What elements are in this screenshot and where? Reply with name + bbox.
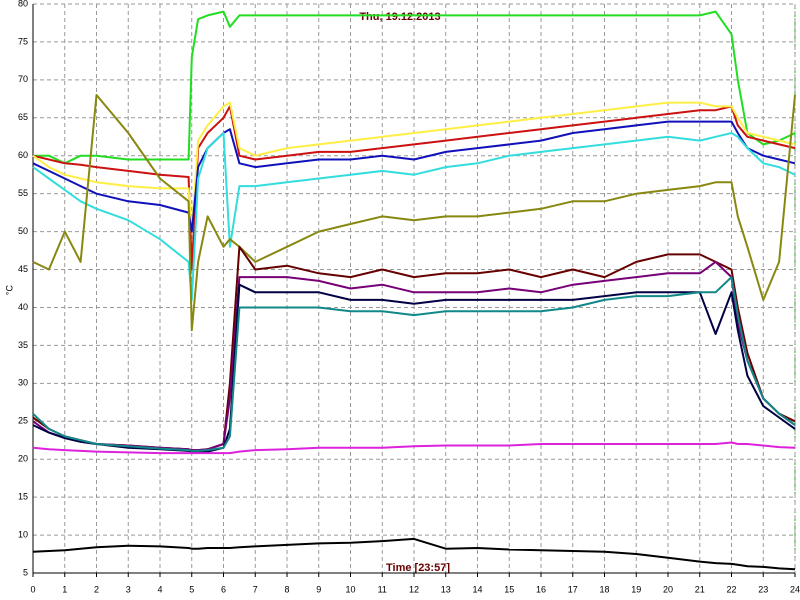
y-tick-label: 45 <box>18 264 28 274</box>
x-axis-label: Time [23:57] <box>386 562 450 574</box>
y-tick-label: 20 <box>18 454 28 464</box>
y-tick-label: 55 <box>18 188 28 198</box>
x-tick-label: 0 <box>30 584 35 594</box>
series-line <box>32 94 796 332</box>
y-tick-label: 15 <box>18 492 28 502</box>
x-tick-label: 19 <box>631 584 641 594</box>
y-tick-label: 10 <box>18 529 28 539</box>
x-tick-label: 6 <box>221 584 226 594</box>
x-tick-label: 8 <box>284 584 289 594</box>
y-tick-label: 5 <box>23 567 28 577</box>
x-tick-label: 7 <box>253 584 258 594</box>
x-tick-label: 23 <box>758 584 768 594</box>
x-tick-label: 17 <box>568 584 578 594</box>
x-tick-label: 5 <box>189 584 194 594</box>
x-tick-label: 4 <box>157 584 162 594</box>
x-tick-label: 9 <box>316 584 321 594</box>
y-tick-label: 50 <box>18 226 28 236</box>
x-tick-label: 2 <box>94 584 99 594</box>
y-tick-label: 35 <box>18 340 28 350</box>
y-tick-label: 65 <box>18 112 28 122</box>
x-tick-label: 22 <box>726 584 736 594</box>
series-line <box>32 120 796 233</box>
y-tick-label: 80 <box>18 0 28 8</box>
chart-title: Thu, 19.12.2013 <box>359 11 440 23</box>
y-tick-label: 25 <box>18 416 28 426</box>
x-tick-label: 24 <box>790 584 800 594</box>
y-tick-label: 75 <box>18 36 28 46</box>
x-tick-label: 12 <box>409 584 419 594</box>
x-tick-label: 3 <box>126 584 131 594</box>
y-tick-label: 30 <box>18 378 28 388</box>
series-line <box>33 10 796 165</box>
series-line <box>32 537 796 571</box>
series-line <box>32 441 796 455</box>
series-line <box>32 105 796 271</box>
x-tick-label: 1 <box>62 584 67 594</box>
series-line <box>32 132 796 301</box>
y-tick-label: 60 <box>18 150 28 160</box>
y-tick-label: 40 <box>18 302 28 312</box>
x-tick-label: 11 <box>378 584 387 594</box>
x-tick-label: 14 <box>472 584 482 594</box>
x-tick-label: 16 <box>536 584 546 594</box>
x-tick-label: 13 <box>441 584 451 594</box>
series-line <box>32 276 796 452</box>
series-line <box>32 101 796 233</box>
y-tick-label: 70 <box>18 74 28 84</box>
x-tick-label: 21 <box>695 584 705 594</box>
y-axis-label: °C <box>4 284 14 295</box>
x-tick-label: 18 <box>599 584 609 594</box>
x-tick-label: 20 <box>663 584 673 594</box>
x-tick-label: 15 <box>504 584 514 594</box>
x-tick-label: 10 <box>345 584 355 594</box>
